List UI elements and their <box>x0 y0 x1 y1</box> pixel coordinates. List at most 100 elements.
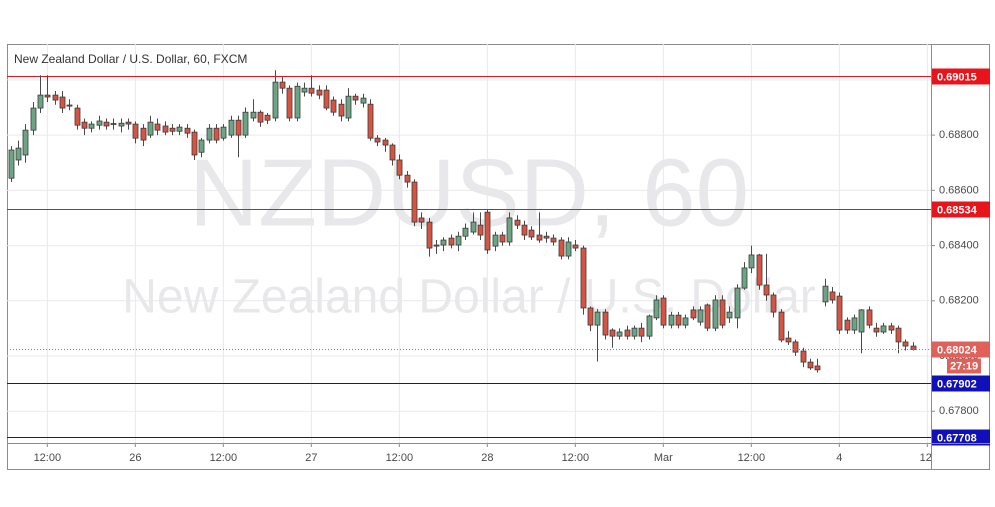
candle-body <box>316 89 323 96</box>
level-tag <box>932 429 990 446</box>
candle-body <box>778 311 785 341</box>
candle-body <box>198 139 205 153</box>
x-tick-label: 12:00 <box>210 452 238 464</box>
candle-body <box>338 103 345 117</box>
candle-body <box>646 315 653 337</box>
candle-body <box>110 123 117 125</box>
candle-body <box>125 121 132 125</box>
candle-body <box>418 217 425 223</box>
candle-body <box>734 287 741 319</box>
candle-body <box>763 284 770 296</box>
candle-body <box>52 94 59 101</box>
candle-body <box>492 234 499 247</box>
candle-body <box>235 119 242 136</box>
candle-body <box>668 314 675 326</box>
y-tick-label: 0.68800 <box>939 129 979 141</box>
countdown-label: 27:19 <box>950 360 978 372</box>
candle-body <box>550 237 557 243</box>
candle-body <box>580 247 587 309</box>
candle-body <box>228 119 235 136</box>
candle-body <box>154 123 161 131</box>
candle-body <box>558 239 565 257</box>
candle-body <box>624 329 631 337</box>
candle-body <box>470 221 477 233</box>
x-axis: 12:00 26 12:00 27 12:00 28 12:00 Mar 12:00 4 12: <box>34 443 931 464</box>
candle-body <box>367 103 374 139</box>
candle-body <box>587 307 594 326</box>
level-label: 0.68534 <box>937 204 978 216</box>
candle-body <box>147 121 154 136</box>
candle-body <box>653 299 660 319</box>
candle-body <box>741 267 748 289</box>
x-tick-label: Mar <box>654 452 673 464</box>
level-label: 0.69015 <box>937 71 977 83</box>
candle-body <box>594 311 601 326</box>
candle-body <box>250 111 257 119</box>
candle-body <box>44 94 51 98</box>
candle-body <box>448 237 455 246</box>
candle-body <box>888 325 895 331</box>
candle-body <box>822 285 829 303</box>
candle-body <box>66 104 73 107</box>
candle-body <box>484 211 491 251</box>
candle-body <box>792 341 799 353</box>
candle-body <box>660 297 667 326</box>
candle-body <box>132 123 139 139</box>
candle-body <box>748 254 755 269</box>
candle-body <box>22 129 29 156</box>
candle-body <box>213 127 220 141</box>
candle-body <box>59 96 66 109</box>
candle-body <box>374 137 381 143</box>
candle-body <box>352 95 359 101</box>
x-tick-label: 12:00 <box>562 452 590 464</box>
x-tick-label: 12:00 <box>386 452 414 464</box>
candle-body <box>176 126 183 132</box>
candle-body <box>140 127 147 141</box>
level-label: 0.67902 <box>937 378 977 390</box>
candle-body <box>477 224 484 236</box>
candle-body <box>814 365 821 371</box>
candle-body <box>184 127 191 134</box>
candle-body <box>609 329 616 337</box>
x-tick-label: 27 <box>305 452 317 464</box>
candle-body <box>514 219 521 226</box>
candle-body <box>697 309 704 323</box>
candle-body <box>726 311 733 319</box>
candle-body <box>440 239 447 246</box>
candle-body <box>294 85 301 119</box>
candle-body <box>301 87 308 93</box>
candle-body <box>543 235 550 239</box>
candle-body <box>308 87 315 94</box>
candle-body <box>895 327 902 343</box>
candle-body <box>103 121 110 127</box>
candle-body <box>88 123 95 129</box>
candle-body <box>74 107 81 126</box>
candle-body <box>169 127 176 132</box>
candle-body <box>712 299 719 329</box>
candle-body <box>719 299 726 326</box>
price-tags: 0.69015 0.68534 0.67902 0.67708 0.68024 27:19 <box>932 68 990 446</box>
candle-body <box>829 291 836 301</box>
y-tick-label: 0.68400 <box>939 239 979 251</box>
candle-body <box>404 174 411 183</box>
candle-body <box>836 295 843 331</box>
candle-body <box>785 337 792 343</box>
level-tag <box>932 68 990 85</box>
chart-frame <box>7 44 990 470</box>
x-tick-label: 12:00 <box>738 452 766 464</box>
candle-body <box>396 159 403 176</box>
candle-body <box>264 114 271 121</box>
last-price-label: 0.68024 <box>937 344 978 356</box>
candle-body <box>272 81 279 119</box>
plot-area <box>7 70 931 438</box>
candle-body <box>345 95 352 119</box>
candle-body <box>675 314 682 326</box>
candle-body <box>616 331 623 337</box>
watermark-symbol: NZDUSD, 60 <box>189 139 749 246</box>
candle-body <box>506 217 513 243</box>
candle-body <box>323 89 330 109</box>
candle-body <box>866 309 873 326</box>
candle-body <box>96 120 103 126</box>
chart-title: New Zealand Dollar / U.S. Dollar, 60, FX… <box>14 52 247 66</box>
